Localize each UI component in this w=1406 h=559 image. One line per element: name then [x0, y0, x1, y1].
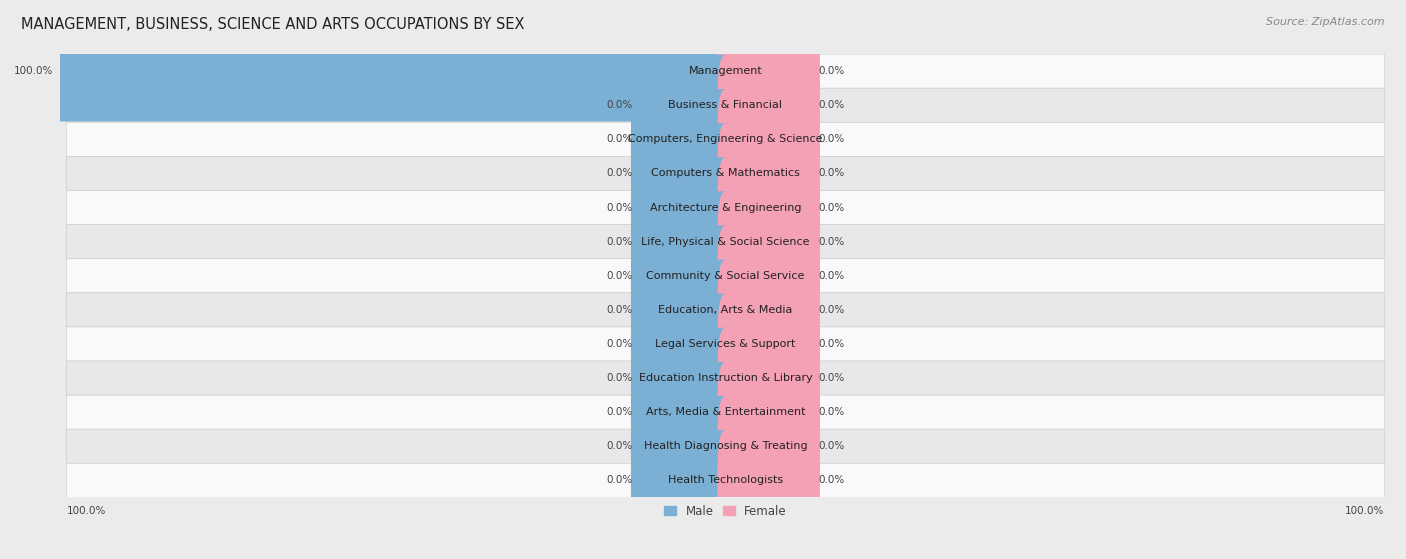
Text: 0.0%: 0.0% [818, 134, 845, 144]
FancyBboxPatch shape [717, 328, 820, 428]
Text: 0.0%: 0.0% [606, 271, 633, 281]
FancyBboxPatch shape [66, 259, 1385, 293]
Text: 0.0%: 0.0% [606, 305, 633, 315]
Text: Computers & Mathematics: Computers & Mathematics [651, 168, 800, 178]
FancyBboxPatch shape [66, 157, 1385, 191]
Text: 0.0%: 0.0% [606, 407, 633, 417]
Text: 0.0%: 0.0% [606, 475, 633, 485]
Text: 0.0%: 0.0% [818, 305, 845, 315]
Text: 0.0%: 0.0% [606, 373, 633, 383]
Text: 0.0%: 0.0% [606, 168, 633, 178]
Text: Computers, Engineering & Science: Computers, Engineering & Science [628, 134, 823, 144]
Text: 0.0%: 0.0% [818, 475, 845, 485]
FancyBboxPatch shape [631, 328, 734, 428]
FancyBboxPatch shape [717, 396, 820, 496]
Text: Legal Services & Support: Legal Services & Support [655, 339, 796, 349]
Text: Business & Financial: Business & Financial [668, 100, 782, 110]
FancyBboxPatch shape [717, 157, 820, 258]
FancyBboxPatch shape [717, 430, 820, 530]
FancyBboxPatch shape [631, 55, 734, 155]
Text: 100.0%: 100.0% [14, 66, 53, 76]
Text: 0.0%: 0.0% [606, 441, 633, 451]
FancyBboxPatch shape [66, 122, 1385, 157]
Text: 0.0%: 0.0% [606, 100, 633, 110]
FancyBboxPatch shape [631, 396, 734, 496]
FancyBboxPatch shape [66, 293, 1385, 327]
Text: Community & Social Service: Community & Social Service [647, 271, 804, 281]
Text: 0.0%: 0.0% [818, 168, 845, 178]
FancyBboxPatch shape [66, 429, 1385, 463]
Text: Architecture & Engineering: Architecture & Engineering [650, 202, 801, 212]
Text: 0.0%: 0.0% [818, 407, 845, 417]
Text: 0.0%: 0.0% [606, 202, 633, 212]
Text: 0.0%: 0.0% [818, 339, 845, 349]
FancyBboxPatch shape [717, 55, 820, 155]
Text: 100.0%: 100.0% [1346, 506, 1385, 516]
Text: Source: ZipAtlas.com: Source: ZipAtlas.com [1267, 17, 1385, 27]
Text: 0.0%: 0.0% [606, 339, 633, 349]
FancyBboxPatch shape [66, 225, 1385, 259]
FancyBboxPatch shape [631, 293, 734, 394]
Text: 0.0%: 0.0% [818, 202, 845, 212]
FancyBboxPatch shape [631, 259, 734, 360]
Text: Health Diagnosing & Treating: Health Diagnosing & Treating [644, 441, 807, 451]
Text: Life, Physical & Social Science: Life, Physical & Social Science [641, 236, 810, 247]
FancyBboxPatch shape [66, 88, 1385, 122]
FancyBboxPatch shape [66, 395, 1385, 429]
FancyBboxPatch shape [631, 123, 734, 224]
Text: 0.0%: 0.0% [606, 236, 633, 247]
Text: 0.0%: 0.0% [818, 441, 845, 451]
FancyBboxPatch shape [717, 259, 820, 360]
FancyBboxPatch shape [631, 225, 734, 326]
FancyBboxPatch shape [66, 327, 1385, 361]
Text: Arts, Media & Entertainment: Arts, Media & Entertainment [645, 407, 806, 417]
FancyBboxPatch shape [717, 191, 820, 292]
FancyBboxPatch shape [631, 191, 734, 292]
Text: 100.0%: 100.0% [66, 506, 105, 516]
FancyBboxPatch shape [52, 21, 734, 121]
FancyBboxPatch shape [717, 362, 820, 462]
Text: 0.0%: 0.0% [818, 66, 845, 76]
FancyBboxPatch shape [66, 54, 1385, 88]
FancyBboxPatch shape [631, 89, 734, 190]
FancyBboxPatch shape [717, 89, 820, 190]
Legend: Male, Female: Male, Female [659, 500, 792, 523]
FancyBboxPatch shape [631, 157, 734, 258]
FancyBboxPatch shape [717, 123, 820, 224]
Text: Health Technologists: Health Technologists [668, 475, 783, 485]
FancyBboxPatch shape [717, 225, 820, 326]
Text: 0.0%: 0.0% [818, 236, 845, 247]
Text: 0.0%: 0.0% [818, 271, 845, 281]
Text: 0.0%: 0.0% [818, 373, 845, 383]
FancyBboxPatch shape [717, 293, 820, 394]
Text: 0.0%: 0.0% [606, 134, 633, 144]
FancyBboxPatch shape [66, 361, 1385, 395]
FancyBboxPatch shape [66, 463, 1385, 498]
FancyBboxPatch shape [66, 191, 1385, 225]
FancyBboxPatch shape [717, 21, 820, 121]
FancyBboxPatch shape [631, 430, 734, 530]
Text: Education Instruction & Library: Education Instruction & Library [638, 373, 813, 383]
Text: Management: Management [689, 66, 762, 76]
Text: MANAGEMENT, BUSINESS, SCIENCE AND ARTS OCCUPATIONS BY SEX: MANAGEMENT, BUSINESS, SCIENCE AND ARTS O… [21, 17, 524, 32]
FancyBboxPatch shape [631, 362, 734, 462]
Text: 0.0%: 0.0% [818, 100, 845, 110]
Text: Education, Arts & Media: Education, Arts & Media [658, 305, 793, 315]
